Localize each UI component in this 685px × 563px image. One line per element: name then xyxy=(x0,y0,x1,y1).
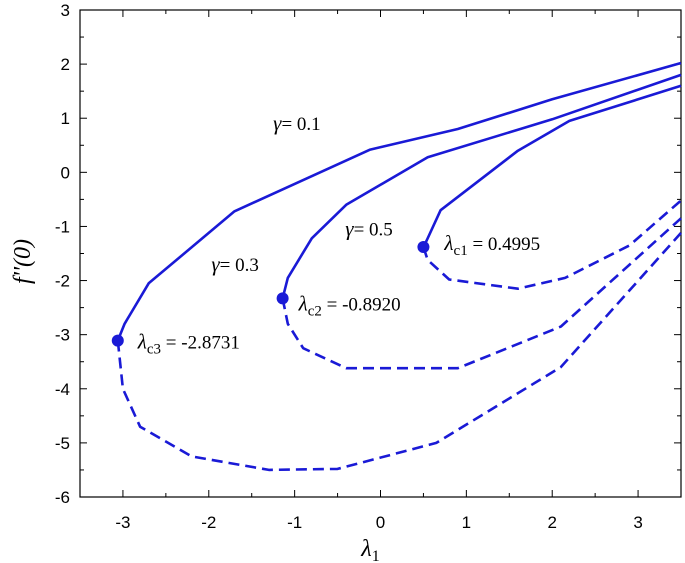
x-tick-label: -1 xyxy=(287,513,302,532)
y-tick-label: 1 xyxy=(61,109,70,128)
x-tick-label: 0 xyxy=(376,513,385,532)
annotations: γ= 0.1 γ= 0.3 γ= 0.5 λc3 = -2.8731 λc2 = -0.… xyxy=(137,111,540,357)
y-tick-label: -6 xyxy=(55,488,70,507)
axes: -3 -2 -1 0 1 2 3 -6 -5 -4 -3 -2 -1 0 1 2 3 xyxy=(55,1,682,532)
gamma-label: γ= 0.1 xyxy=(273,111,321,135)
dashed-branch-line xyxy=(281,217,682,370)
critical-point-marker xyxy=(111,334,124,347)
plot-frame xyxy=(79,9,682,498)
y-tick-label: -2 xyxy=(55,272,70,291)
gamma-label: γ= 0.3 xyxy=(211,252,259,276)
y-tick-label: -3 xyxy=(55,326,70,345)
series-layer xyxy=(111,61,682,472)
series-gamma-0.1 xyxy=(111,61,682,472)
y-tick-label: -4 xyxy=(55,380,70,399)
dashed-branch-line xyxy=(116,232,682,472)
x-tick-label: 2 xyxy=(547,513,556,532)
x-tick-label: -2 xyxy=(201,513,216,532)
critical-point-marker xyxy=(417,241,430,254)
y-tick-label: -1 xyxy=(55,217,70,236)
series-gamma-0.3 xyxy=(276,73,682,370)
x-axis-title: λ1 xyxy=(360,536,379,563)
dashed-branch-line xyxy=(422,199,682,291)
gamma-label: γ= 0.5 xyxy=(345,217,393,241)
critical-point-marker xyxy=(276,292,289,305)
solid-branch-line xyxy=(116,61,682,342)
y-tick-label: 3 xyxy=(61,1,70,20)
x-tick-label: 3 xyxy=(633,513,642,532)
y-tick-label: 0 xyxy=(61,163,70,182)
series-gamma-0.5 xyxy=(417,84,682,291)
solid-branch-line xyxy=(422,84,682,248)
x-tick-label: 1 xyxy=(462,513,471,532)
axis-titles: λ1 f''(0) xyxy=(10,239,380,563)
x-tick-label: -3 xyxy=(115,513,130,532)
critical-value-label: λc3 = -2.8731 xyxy=(137,330,240,358)
y-axis-title: f''(0) xyxy=(10,239,36,284)
critical-value-label: λc2 = -0.8920 xyxy=(298,291,401,319)
solid-branch-line xyxy=(281,73,682,299)
y-tick-label: -5 xyxy=(55,434,70,453)
y-tick-label: 2 xyxy=(61,55,70,74)
critical-value-label: λc1 = 0.4995 xyxy=(443,231,540,259)
